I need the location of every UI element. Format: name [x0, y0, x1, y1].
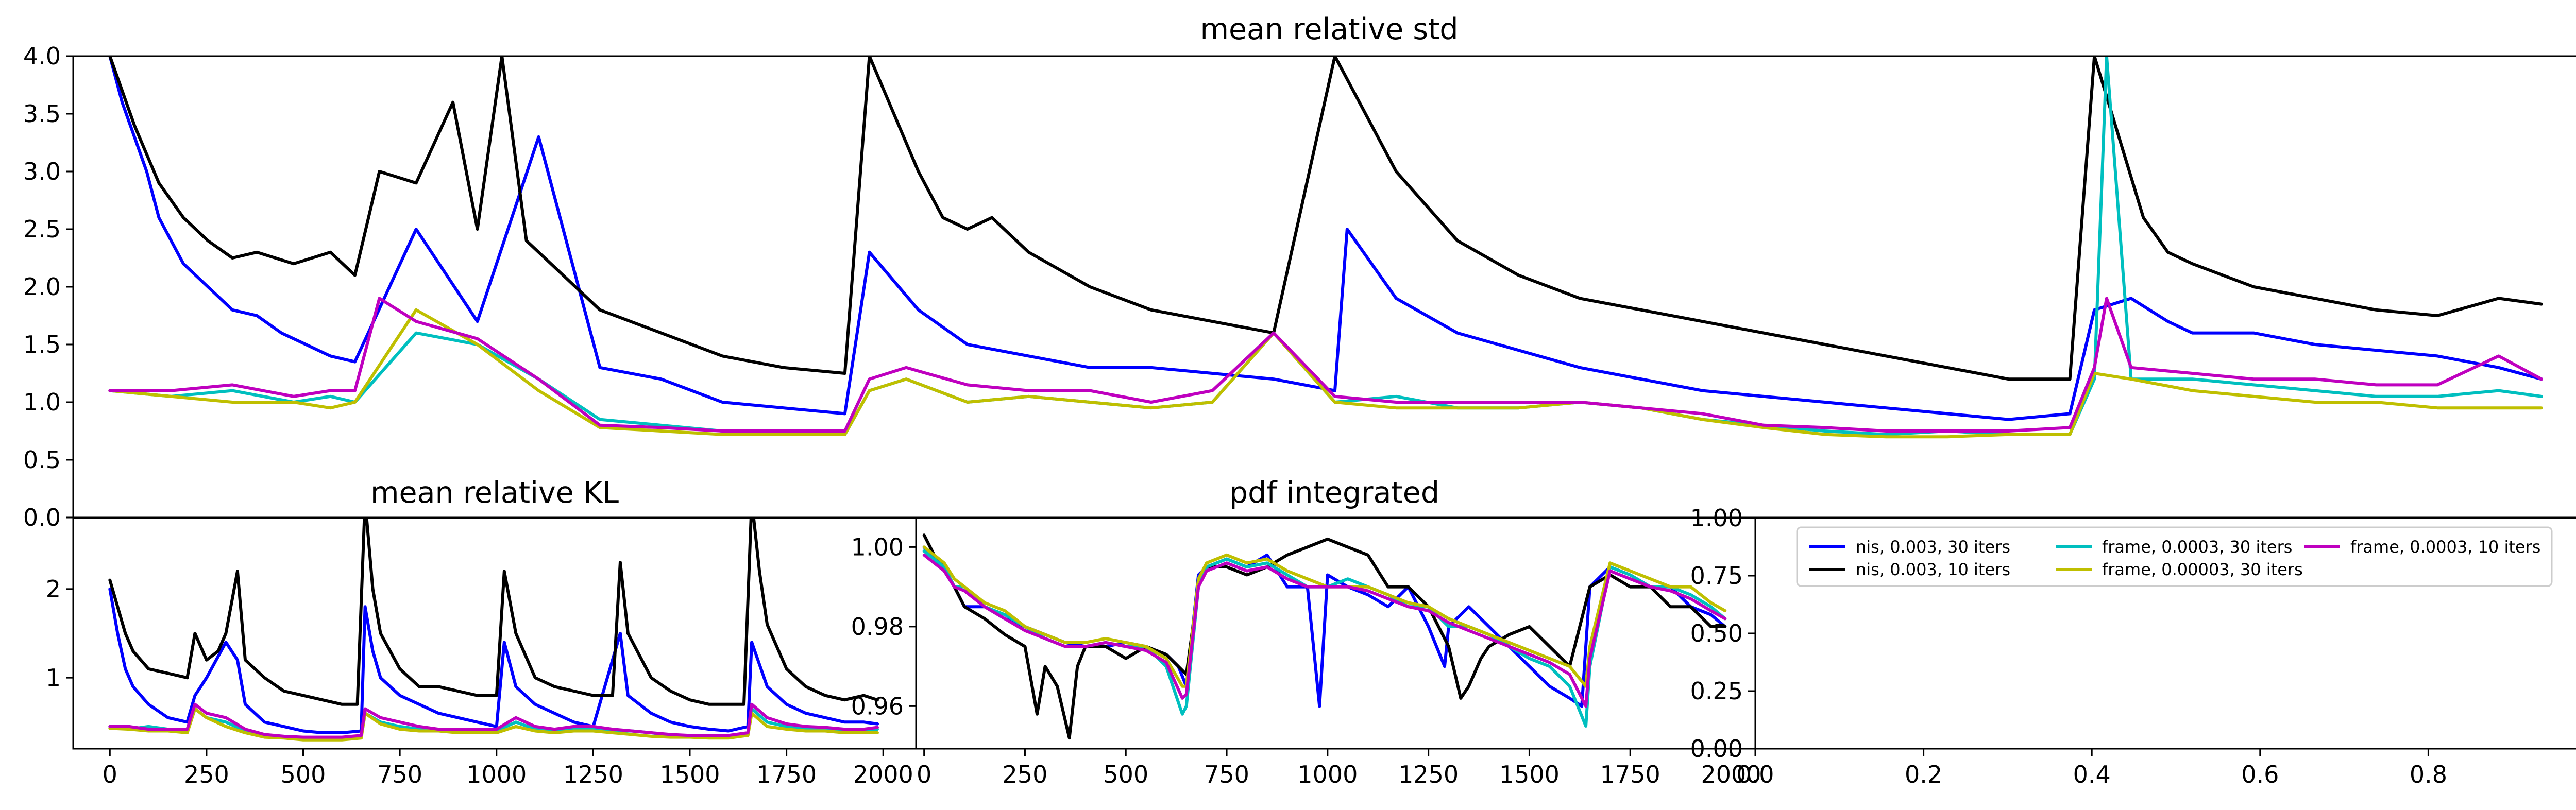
legend-label-1: nis, 0.003, 30 iters: [1856, 537, 2010, 557]
legend-entries: nis, 0.003, 30 iters nis, 0.003, 10 iters…: [1809, 537, 2540, 579]
legend: nis, 0.003, 30 iters nis, 0.003, 10 iters…: [1796, 526, 2553, 587]
chart-kl-x-tick-label: 1750: [756, 761, 817, 788]
chart-legend-panel-y-tick-label: 0.00: [1690, 735, 1743, 763]
chart-std-y-tick-label: 0.0: [23, 504, 61, 531]
chart-kl-x-tick-label: 0: [103, 761, 117, 788]
chart-pdf: pdf integrated 0.96 0.98 1.00 0 250 500 750 10…: [851, 476, 1761, 788]
chart-std-series-line-4: [108, 308, 2543, 439]
chart-legend-panel-x-tick-label: 0.4: [2073, 761, 2111, 788]
chart-legend-panel-y-tick-label: 1.00: [1690, 504, 1743, 532]
chart-std-y-tick-label: 2.5: [23, 215, 61, 243]
chart-legend-panel-y-tick-label: 0.25: [1690, 677, 1743, 705]
chart-std-y-tick-label: 3.5: [23, 100, 61, 128]
chart-std-y-tick-label: 1.0: [23, 388, 61, 416]
chart-pdf-x-tick-label: 1250: [1398, 761, 1459, 788]
chart-kl-y-tick-label: 1: [46, 664, 61, 692]
legend-label-3: frame, 0.0003, 30 iters: [2102, 537, 2292, 557]
chart-legend-panel-x-tick-label: 0.6: [2241, 761, 2279, 788]
chart-kl-y-axis: 12: [46, 575, 73, 692]
chart-kl-series-line-5: [108, 702, 879, 739]
chart-kl-x-tick-label: 1250: [563, 761, 623, 788]
chart-std-title: mean relative std: [1200, 12, 1458, 46]
chart-std-y-tick-label: 1.5: [23, 331, 61, 358]
chart-std-y-tick-label: 0.5: [23, 446, 61, 474]
chart-pdf-x-tick-label: 1750: [1600, 761, 1660, 788]
chart-std-y-axis: 0.0 0.5 1.0 1.5 2.0 2.5 3.0 3.5 4.0: [23, 42, 73, 531]
chart-legend-panel-x-axis: 0.00.20.40.60.81.0: [1736, 749, 2447, 788]
chart-kl-y-tick-label: 2: [46, 575, 61, 603]
chart-legend-panel: 0.000.250.500.751.00 0.00.20.40.60.81.0 …: [1690, 504, 2576, 788]
chart-pdf-x-tick-label: 250: [1003, 761, 1048, 788]
legend-label-4: frame, 0.00003, 30 iters: [2102, 560, 2303, 579]
chart-kl-x-tick-label: 1500: [659, 761, 720, 788]
chart-pdf-y-axis: 0.96 0.98 1.00: [851, 533, 916, 720]
chart-kl-x-axis: 0 250 500 750 1000 1250 1500 1750 2000: [103, 749, 913, 788]
chart-std-series: [108, 56, 2543, 439]
chart-legend-panel-y-axis: 0.00 0.25 0.50 0.75 1.00: [1690, 504, 1755, 763]
chart-pdf-x-tick-label: 2000: [1701, 761, 1761, 788]
chart-pdf-series-line-2: [922, 533, 1727, 740]
chart-pdf-x-tick-label: 1500: [1499, 761, 1560, 788]
chart-kl-title: mean relative KL: [370, 476, 619, 510]
legend-box: [1796, 526, 2553, 587]
chart-pdf-x-axis: 0 250 500 750 1000 1250 1500 1750 2000: [917, 749, 1761, 788]
chart-kl: mean relative KL 12 0 250 500 750 1000 1250 15…: [46, 476, 917, 788]
chart-kl-x-tick-label: 1000: [466, 761, 527, 788]
legend-label-2: nis, 0.003, 10 iters: [1856, 560, 2010, 579]
chart-pdf-series: [922, 533, 1727, 740]
chart-pdf-series-line-5: [922, 553, 1727, 708]
chart-pdf-x-tick-label: 1000: [1297, 761, 1358, 788]
chart-legend-panel-y-tick-label: 0.75: [1690, 562, 1743, 590]
chart-pdf-x-tick-label: 750: [1204, 761, 1249, 788]
chart-std-series-line-2: [108, 56, 2543, 381]
chart-kl-x-tick-label: 250: [184, 761, 229, 788]
chart-legend-panel-y-tick-label: 0.50: [1690, 619, 1743, 647]
chart-kl-x-tick-label: 2000: [853, 761, 913, 788]
chart-std-y-tick-label: 2.0: [23, 273, 61, 301]
chart-kl-x-tick-label: 500: [281, 761, 326, 788]
legend-label-5: frame, 0.0003, 10 iters: [2350, 537, 2540, 557]
chart-kl-series: [108, 518, 879, 742]
chart-kl-series-line-2: [108, 518, 879, 706]
chart-pdf-y-tick-label: 1.00: [851, 533, 904, 561]
chart-legend-panel-x-tick-label: 0.0: [1736, 761, 1774, 788]
chart-std: mean relative std 0.0 0.5 1.0 1.5 2.0 2.5 3.0 3…: [23, 12, 2576, 531]
chart-pdf-y-tick-label: 0.98: [851, 613, 904, 641]
chart-pdf-title: pdf integrated: [1229, 476, 1439, 510]
chart-std-y-tick-label: 3.0: [23, 158, 61, 185]
chart-pdf-y-tick-label: 0.96: [851, 692, 904, 720]
chart-std-series-line-5: [108, 297, 2543, 433]
chart-pdf-x-tick-label: 500: [1103, 761, 1148, 788]
chart-std-y-tick-label: 4.0: [23, 42, 61, 70]
chart-legend-panel-x-tick-label: 0.8: [2410, 761, 2447, 788]
chart-legend-panel-x-tick-label: 0.2: [1905, 761, 1942, 788]
chart-kl-x-tick-label: 750: [377, 761, 422, 788]
chart-pdf-x-tick-label: 0: [917, 761, 931, 788]
